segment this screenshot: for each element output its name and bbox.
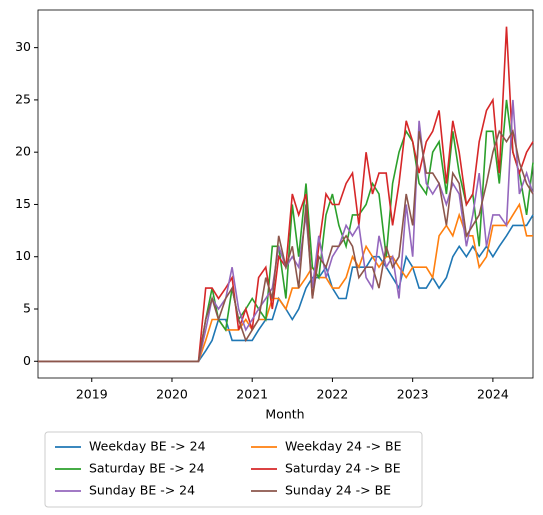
legend-label: Sunday 24 -> BE [285, 483, 391, 498]
series-line [38, 202, 533, 363]
y-tick-label: 5 [23, 301, 31, 316]
legend-label: Saturday 24 -> BE [285, 461, 401, 476]
legend [44, 431, 423, 508]
series-line [38, 99, 534, 363]
y-tick-label: 0 [23, 353, 31, 368]
series-line [38, 99, 534, 363]
y-tick-label: 30 [15, 39, 31, 54]
legend-label: Sunday BE -> 24 [89, 483, 195, 498]
series-line [38, 129, 534, 363]
x-tick-label: 2021 [236, 387, 268, 402]
x-tick-label: 2020 [156, 387, 188, 402]
series-line [38, 214, 534, 363]
y-tick-label: 20 [15, 144, 31, 159]
y-tick-label: 25 [15, 91, 31, 106]
x-tick-label: 2022 [317, 387, 349, 402]
x-tick-label: 2023 [397, 387, 429, 402]
legend-label: Weekday 24 -> BE [285, 439, 402, 454]
y-tick-label: 15 [15, 196, 31, 211]
y-tick-label: 10 [15, 248, 31, 263]
x-axis-label: Month [265, 407, 304, 422]
x-tick-label: 2019 [76, 387, 108, 402]
legend-label: Weekday BE -> 24 [89, 439, 206, 454]
legend-label: Saturday BE -> 24 [89, 461, 205, 476]
x-tick-label: 2024 [477, 387, 509, 402]
